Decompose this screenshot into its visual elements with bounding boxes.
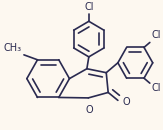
Text: O: O (85, 105, 93, 115)
Text: O: O (123, 97, 130, 107)
Text: Cl: Cl (152, 30, 161, 40)
Text: Cl: Cl (152, 83, 161, 93)
Text: CH₃: CH₃ (4, 43, 22, 53)
Text: Cl: Cl (84, 2, 94, 12)
